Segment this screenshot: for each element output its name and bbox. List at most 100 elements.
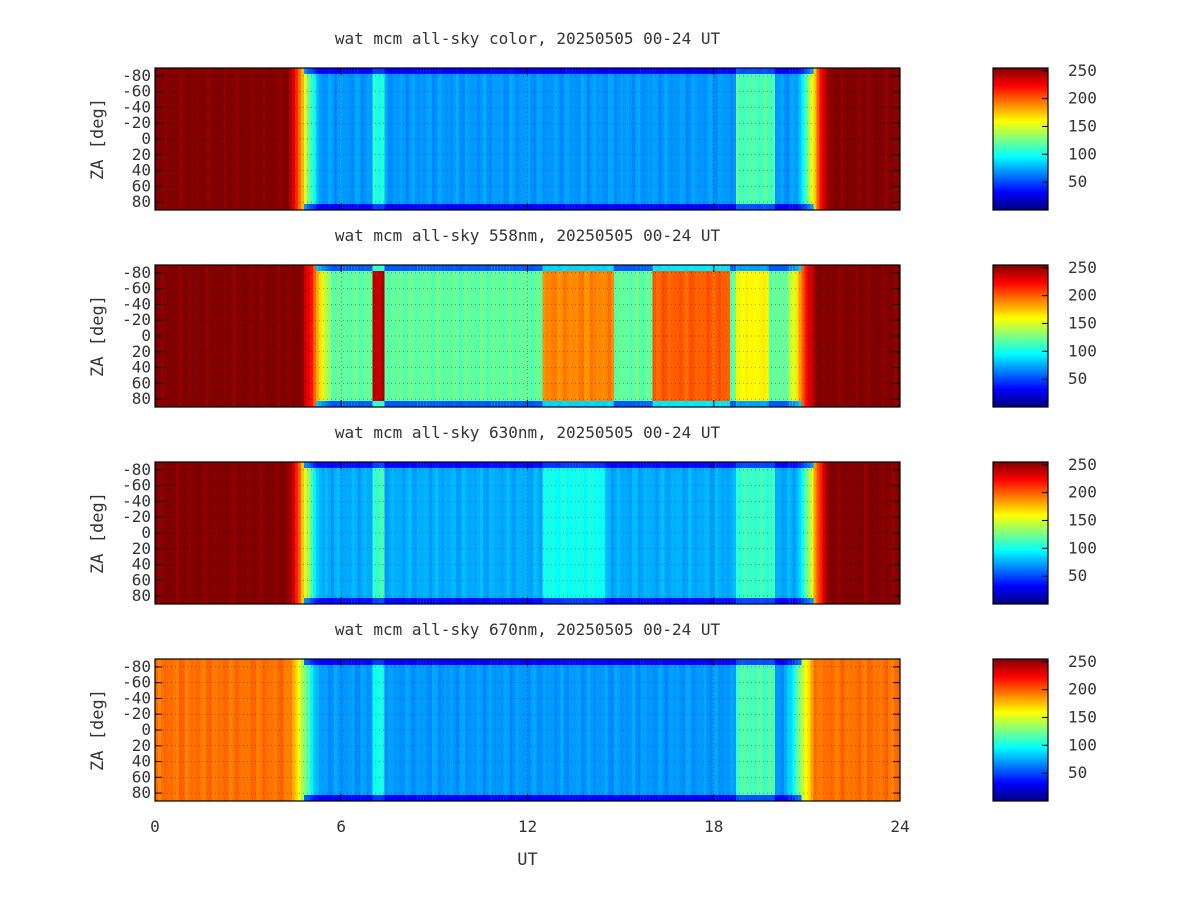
colorbar-cell bbox=[993, 86, 1048, 89]
heatmap-edge-cell bbox=[685, 68, 690, 74]
heatmap-column bbox=[724, 659, 728, 801]
heatmap-edge-cell bbox=[342, 401, 347, 407]
heatmap-edge-cell bbox=[664, 659, 669, 665]
colorbar-cell bbox=[993, 118, 1048, 122]
heatmap-edge-cell bbox=[312, 462, 317, 468]
heatmap-edge-cell bbox=[512, 204, 517, 210]
heatmap-column bbox=[199, 68, 204, 210]
heatmap-edge-cell bbox=[461, 462, 466, 468]
heatmap-edge-cell bbox=[348, 401, 353, 407]
heatmap-edge-cell bbox=[610, 68, 615, 74]
heatmap-edge-cell bbox=[545, 265, 549, 271]
heatmap-edge-cell bbox=[420, 265, 424, 271]
heatmap-edge-cell bbox=[786, 462, 791, 468]
heatmap-edge-cell bbox=[596, 659, 600, 665]
heatmap-edge-cell bbox=[753, 401, 758, 407]
heatmap-column bbox=[786, 462, 791, 604]
heatmap-edge-cell bbox=[765, 204, 770, 210]
heatmap-edge-cell bbox=[745, 795, 749, 801]
heatmap-edge-cell bbox=[515, 68, 520, 74]
heatmap-edge-cell bbox=[324, 265, 329, 271]
heatmap-edge-cell bbox=[780, 401, 785, 407]
colorbar-tick-label: 150 bbox=[1068, 116, 1097, 135]
colorbar-cell bbox=[993, 317, 1048, 321]
colorbar-cell bbox=[993, 553, 1048, 556]
heatmap-column bbox=[646, 265, 651, 407]
heatmap-column bbox=[512, 265, 517, 407]
heatmap-edge-cell bbox=[527, 265, 532, 271]
heatmap-edge-cell bbox=[625, 795, 630, 801]
heatmap-edge-cell bbox=[706, 795, 710, 801]
heatmap-edge-cell bbox=[304, 598, 308, 604]
colorbar-cell bbox=[993, 273, 1048, 276]
heatmap-column bbox=[444, 68, 448, 210]
heatmap-edge-cell bbox=[348, 795, 353, 801]
heatmap-edge-cell bbox=[357, 795, 362, 801]
heatmap-edge-cell bbox=[762, 659, 767, 665]
heatmap-edge-cell bbox=[467, 204, 472, 210]
heatmap-column bbox=[664, 265, 669, 407]
heatmap-edge-cell bbox=[762, 401, 767, 407]
heatmap-column bbox=[527, 462, 532, 604]
heatmap-column bbox=[622, 265, 627, 407]
heatmap-edge-cell bbox=[593, 265, 597, 271]
heatmap-edge-cell bbox=[596, 68, 600, 74]
heatmap-edge-cell bbox=[500, 598, 505, 604]
colorbar-cell bbox=[993, 151, 1048, 154]
heatmap-edge-cell bbox=[646, 68, 651, 74]
heatmap-edge-cell bbox=[721, 401, 725, 407]
heatmap-column bbox=[235, 462, 240, 604]
heatmap-column bbox=[453, 462, 457, 604]
colorbar-cell bbox=[993, 78, 1048, 81]
heatmap-edge-cell bbox=[509, 598, 514, 604]
colorbar-cell bbox=[993, 518, 1048, 522]
heatmap-column bbox=[166, 659, 171, 801]
heatmap-column bbox=[295, 265, 299, 407]
heatmap-edge-cell bbox=[748, 659, 752, 665]
heatmap-edge-cell bbox=[667, 795, 672, 801]
heatmap-column bbox=[566, 265, 570, 407]
heatmap-column bbox=[476, 462, 481, 604]
heatmap-edge-cell bbox=[405, 795, 409, 801]
heatmap-edge-cell bbox=[503, 265, 508, 271]
heatmap-edge-cell bbox=[518, 265, 523, 271]
heatmap-edge-cell bbox=[345, 265, 350, 271]
heatmap-column bbox=[238, 659, 243, 801]
heatmap-edge-cell bbox=[783, 401, 788, 407]
heatmap-column bbox=[762, 462, 767, 604]
heatmap-edge-cell bbox=[602, 68, 606, 74]
heatmap-edge-cell bbox=[309, 659, 314, 665]
heatmap-column bbox=[184, 462, 189, 604]
heatmap-edge-cell bbox=[438, 462, 442, 468]
heatmap-column bbox=[166, 462, 171, 604]
heatmap-edge-cell bbox=[682, 462, 687, 468]
heatmap-edge-cell bbox=[557, 659, 561, 665]
heatmap-edge-cell bbox=[697, 462, 701, 468]
heatmap-edge-cell bbox=[602, 265, 606, 271]
y-tick-label: 80 bbox=[132, 783, 151, 802]
heatmap-column bbox=[411, 68, 415, 210]
x-tick-label: 12 bbox=[518, 817, 537, 836]
heatmap-edge-cell bbox=[658, 462, 663, 468]
heatmap-edge-cell bbox=[533, 265, 538, 271]
colorbar-frame bbox=[992, 67, 1049, 211]
heatmap-column bbox=[616, 659, 621, 801]
heatmap-edge-cell bbox=[593, 204, 597, 210]
heatmap-edge-cell bbox=[327, 68, 332, 74]
colorbar-cell bbox=[993, 392, 1048, 396]
colorbar-frame bbox=[992, 264, 1049, 408]
colorbar-tick-label: 50 bbox=[1068, 369, 1087, 388]
heatmap-edge-cell bbox=[727, 598, 731, 604]
heatmap-edge-cell bbox=[590, 462, 594, 468]
heatmap-edge-cell bbox=[432, 68, 436, 74]
heatmap-edge-cell bbox=[366, 659, 371, 665]
heatmap-column bbox=[235, 659, 240, 801]
heatmap-column bbox=[786, 265, 791, 407]
heatmap-edge-cell bbox=[548, 462, 552, 468]
heatmap-edge-cell bbox=[685, 204, 690, 210]
colorbar-cell bbox=[993, 470, 1048, 473]
heatmap-edge-cell bbox=[414, 401, 418, 407]
heatmap-column bbox=[879, 462, 883, 604]
colorbar-cell bbox=[993, 784, 1048, 788]
heatmap-edge-cell bbox=[464, 795, 469, 801]
